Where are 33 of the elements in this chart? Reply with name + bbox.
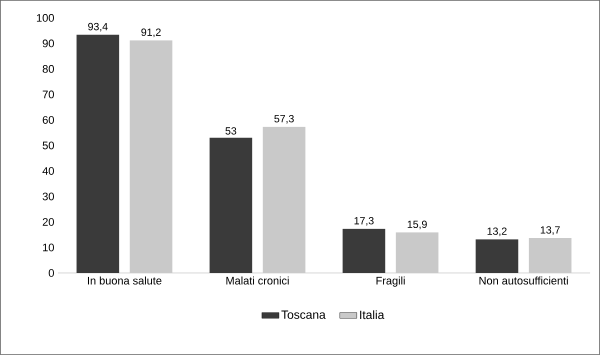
bar (76, 34, 120, 274)
y-tick-label: 70 (42, 90, 54, 98)
y-tick-label: 60 (42, 116, 54, 124)
x-tick-label: Non autosufficienti (479, 276, 568, 285)
data-label: 53 (225, 127, 236, 135)
y-tick-label: 20 (42, 218, 54, 226)
bar (262, 126, 306, 274)
data-label: 57,3 (274, 115, 294, 124)
bar (210, 138, 252, 274)
bar (396, 232, 438, 274)
data-label: 17,3 (354, 217, 374, 226)
y-tick-label: 80 (42, 65, 54, 73)
y-tick-label: 40 (42, 167, 54, 175)
y-tick-label: 30 (42, 192, 54, 200)
x-tick-label: Malati cronici (226, 276, 289, 285)
y-tick-label: 50 (42, 142, 54, 150)
bar (342, 228, 386, 274)
data-label: 91,2 (141, 28, 161, 38)
data-label: 13,2 (488, 228, 507, 236)
y-tick-label: 90 (42, 40, 54, 48)
y-tick-label: 0 (48, 269, 54, 277)
legend-label: Italia (360, 310, 384, 320)
legend-label: Toscana (281, 310, 326, 319)
bar (130, 40, 172, 274)
y-tick-label: 10 (43, 244, 54, 252)
bar (476, 239, 518, 274)
y-tick-label: 100 (36, 14, 54, 22)
data-label: 15,9 (408, 220, 427, 230)
x-tick-label: In buona salute (88, 276, 162, 285)
bar (528, 238, 572, 274)
data-label: 13,7 (540, 226, 560, 235)
x-tick-label: Fragili (376, 276, 405, 287)
data-label: 93,4 (88, 22, 108, 32)
